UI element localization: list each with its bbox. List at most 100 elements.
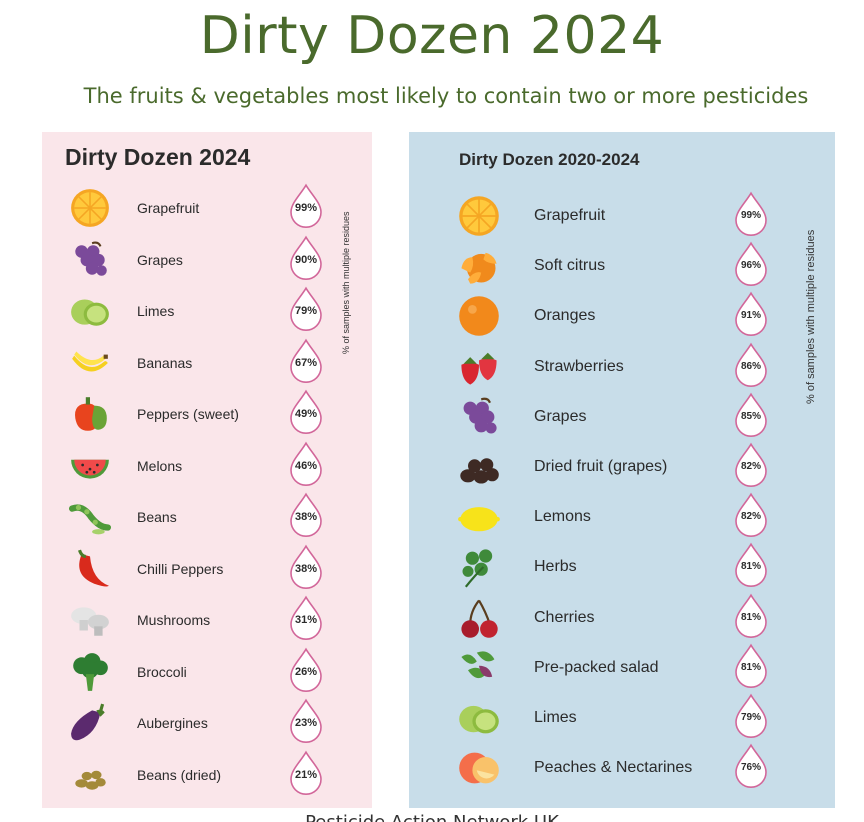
percentage-value: 46% — [294, 459, 318, 472]
list-item: Pre-packed salad 81% — [409, 643, 835, 690]
peppers-icon — [69, 393, 111, 435]
percentage-drop-badge: 91% — [733, 291, 769, 338]
list-item: Chilli Peppers 38% — [42, 544, 372, 589]
percentage-drop-badge: 26% — [288, 647, 324, 693]
percentage-drop-badge: 90% — [288, 235, 324, 281]
percentage-value: 81% — [740, 661, 761, 673]
beans-icon — [69, 496, 111, 538]
dirty-dozen-2024-panel: Dirty Dozen 2024 % of samples with multi… — [42, 132, 372, 808]
list-item: Oranges 91% — [409, 291, 835, 338]
percentage-value: 67% — [294, 356, 318, 369]
list-item: Grapes 85% — [409, 392, 835, 439]
item-label: Limes — [534, 709, 577, 726]
mushrooms-icon — [69, 599, 111, 641]
item-label: Cherries — [534, 608, 595, 626]
percentage-drop-badge: 23% — [288, 698, 324, 744]
item-label: Chilli Peppers — [137, 560, 224, 577]
percentage-value: 90% — [294, 253, 318, 266]
percentage-drop-badge: 38% — [288, 544, 324, 590]
dried-beans-icon — [69, 754, 111, 796]
list-item: Soft citrus 96% — [409, 241, 835, 288]
item-label: Bananas — [137, 354, 193, 371]
panel-title: Dirty Dozen 2024 — [65, 144, 251, 170]
percentage-value: 79% — [740, 712, 761, 724]
item-label: Broccoli — [137, 663, 187, 680]
grapefruit-icon — [69, 187, 111, 229]
salad-icon — [457, 646, 501, 690]
percentage-drop-badge: 21% — [288, 750, 324, 796]
percentage-drop-badge: 81% — [733, 643, 769, 689]
orange-icon — [457, 294, 501, 338]
percentage-drop-badge: 85% — [733, 392, 769, 438]
list-item: Peaches & Nectarines 76% — [409, 743, 835, 790]
item-label: Pre-packed salad — [534, 658, 659, 676]
list-item: Beans 38% — [42, 492, 372, 538]
dirty-dozen-2020-2024-panel: Dirty Dozen 2020-2024 % of samples with … — [409, 132, 835, 808]
item-label: Peppers (sweet) — [137, 406, 239, 422]
list-item: Grapefruit 99% — [409, 191, 835, 238]
item-label: Lemons — [534, 508, 591, 526]
herbs-icon — [457, 545, 501, 589]
percentage-value: 86% — [740, 360, 761, 372]
item-label: Grapes — [534, 407, 587, 425]
percentage-drop-badge: 99% — [288, 183, 324, 229]
percentage-drop-badge: 82% — [733, 492, 769, 538]
list-item: Melons 46% — [42, 441, 372, 487]
percentage-drop-badge: 96% — [733, 241, 769, 287]
item-label: Strawberries — [534, 357, 624, 375]
page-title: Dirty Dozen 2024 — [199, 6, 665, 66]
item-label: Mushrooms — [137, 612, 211, 628]
peach-icon — [457, 746, 501, 790]
item-label: Grapes — [137, 251, 183, 268]
item-label: Herbs — [534, 558, 577, 576]
grapes-icon — [69, 239, 111, 281]
bananas-icon — [69, 342, 111, 384]
list-item: Aubergines 23% — [42, 698, 372, 744]
percentage-drop-badge: 99% — [733, 191, 769, 237]
footer-source: Pesticide Action Network UK — [0, 812, 864, 822]
percentage-value: 82% — [740, 511, 761, 523]
list-item: Limes 79% — [409, 693, 835, 740]
list-item: Lemons 82% — [409, 492, 835, 538]
list-item: Grapes 90% — [42, 235, 372, 281]
item-label: Grapefruit — [534, 207, 606, 224]
percentage-value: 21% — [294, 768, 318, 781]
item-label: Soft citrus — [534, 257, 606, 275]
percentage-drop-badge: 38% — [288, 492, 324, 538]
cherries-icon — [457, 596, 501, 640]
percentage-value: 26% — [294, 665, 318, 678]
list-item: Cherries 81% — [409, 593, 835, 640]
percentage-value: 49% — [294, 408, 318, 421]
list-item: Limes 79% — [42, 286, 372, 331]
percentage-drop-badge: 81% — [733, 593, 769, 639]
percentage-value: 99% — [740, 210, 761, 222]
item-label: Aubergines — [137, 715, 208, 731]
grapes-icon — [457, 395, 501, 439]
list-item: Dried fruit (grapes) 82% — [409, 442, 835, 489]
percentage-drop-badge: 79% — [733, 693, 769, 739]
melon-icon — [69, 445, 111, 487]
list-item: Broccoli 26% — [42, 647, 372, 692]
page-subtitle: The fruits & vegetables most likely to c… — [83, 84, 809, 108]
percentage-value: 79% — [294, 305, 318, 318]
soft-citrus-icon — [457, 244, 501, 288]
item-label: Beans (dried) — [137, 766, 222, 783]
list-item: Peppers (sweet) 49% — [42, 389, 372, 435]
list-item: Mushrooms 31% — [42, 595, 372, 641]
aubergine-icon — [69, 702, 111, 744]
percentage-drop-badge: 46% — [288, 441, 324, 487]
limes-icon — [457, 696, 501, 740]
item-label: Limes — [137, 303, 175, 319]
grapefruit-icon — [457, 194, 501, 238]
strawberries-icon — [457, 345, 501, 389]
list-item: Strawberries 86% — [409, 342, 835, 389]
percentage-drop-badge: 82% — [733, 442, 769, 488]
item-label: Dried fruit (grapes) — [534, 458, 668, 475]
percentage-value: 81% — [740, 561, 761, 573]
percentage-value: 76% — [740, 762, 761, 774]
percentage-value: 23% — [294, 717, 318, 730]
dried-fruit-icon — [457, 445, 501, 489]
percentage-drop-badge: 31% — [288, 595, 324, 641]
percentage-drop-badge: 76% — [733, 743, 769, 789]
percentage-value: 99% — [294, 202, 318, 215]
